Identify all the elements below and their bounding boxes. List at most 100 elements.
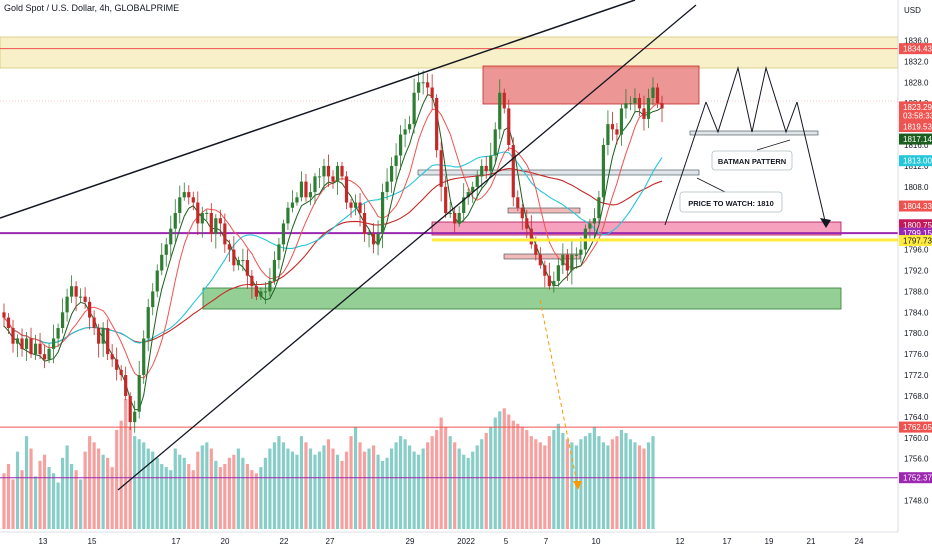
price-axis-background: [898, 0, 932, 550]
price-badge-11: 1752.37: [903, 474, 932, 483]
candle-body: [637, 97, 642, 109]
candle-body: [29, 338, 33, 355]
candle-body: [628, 103, 633, 105]
zones-layer: [0, 36, 899, 310]
candle-body: [33, 343, 38, 355]
volume-bar: [236, 448, 240, 529]
candle-body: [371, 233, 376, 245]
price-badge-bg-11: [899, 472, 932, 484]
volume-bar: [169, 470, 173, 529]
trendline-upper: [0, 0, 636, 219]
candle-body: [164, 244, 168, 255]
volume-bar: [448, 436, 452, 529]
band-lower-line: [3, 94, 663, 411]
volume-bar: [376, 454, 380, 529]
candle-body: [205, 212, 209, 214]
candle-body: [493, 129, 497, 156]
supply-zone-yellow: [0, 36, 899, 69]
candle-body: [511, 145, 515, 198]
candle-body: [498, 92, 502, 130]
volume-bar: [83, 451, 87, 529]
volume-bar: [552, 429, 556, 529]
small-box-1: [417, 169, 700, 176]
candle-body: [133, 411, 137, 423]
candle-body: [295, 197, 299, 203]
candle-body: [209, 212, 213, 234]
price-badge-bg-2: [899, 110, 932, 122]
volume-bar: [462, 454, 466, 529]
volume-bar: [263, 457, 267, 529]
time-tick-8: 5: [504, 537, 509, 546]
price-tick-19: 1760.0: [904, 434, 929, 443]
candle-body: [435, 97, 439, 151]
candle-body: [304, 181, 308, 198]
batman-callout-box: [711, 150, 793, 171]
volume-bar: [583, 436, 587, 529]
volume-bar: [70, 464, 74, 529]
volume-bar: [471, 451, 475, 529]
candle-body: [646, 97, 651, 119]
candle-body: [610, 124, 615, 130]
candle-body: [421, 82, 425, 84]
volume-bar: [633, 442, 637, 529]
price-badge-5: 1813.00: [903, 157, 932, 166]
volume-bar: [142, 442, 146, 529]
candle-body: [290, 202, 295, 208]
volume-bar: [646, 442, 651, 529]
supply-zone-red-box: [482, 65, 700, 105]
candle-body: [439, 150, 443, 187]
candle-body: [151, 291, 155, 308]
volume-bar: [214, 460, 218, 529]
candle-body: [272, 260, 277, 281]
candle-body: [660, 103, 664, 109]
candle-body: [92, 317, 96, 329]
batman-pattern-line: [705, 66, 798, 134]
volume-bar: [38, 460, 42, 529]
ma-mid-line: [3, 151, 663, 344]
volume-bar: [362, 451, 367, 529]
candle-body: [56, 328, 60, 339]
volume-bar: [232, 454, 236, 529]
candle-body: [376, 233, 380, 245]
price-tick-14: 1780.0: [904, 329, 929, 338]
candle-body: [97, 328, 101, 344]
volume-bar: [344, 451, 349, 529]
candle-body: [38, 343, 42, 355]
volume-bar: [597, 436, 601, 529]
candle-body: [565, 254, 569, 271]
candle-body: [480, 165, 484, 177]
candle-body: [191, 197, 195, 203]
projection-line-1: [664, 101, 707, 226]
candle-body: [254, 286, 258, 297]
time-tick-2: 17: [172, 537, 181, 546]
candle-body: [142, 338, 146, 376]
volume-bar: [209, 448, 213, 529]
candle-body: [335, 165, 340, 182]
currency-unit: USD: [904, 6, 921, 15]
candle-body: [574, 254, 578, 256]
candle-body: [74, 286, 78, 297]
volume-bar: [610, 439, 615, 529]
volume-bar: [507, 414, 511, 529]
candle-body: [42, 354, 47, 360]
volume-bar: [543, 445, 547, 529]
time-tick-4: 22: [280, 537, 289, 546]
candle-body: [507, 108, 511, 146]
volume-bar: [547, 436, 551, 529]
price-tick-18: 1764.0: [904, 413, 929, 422]
candle-body: [182, 192, 186, 198]
volume-bar: [24, 436, 29, 529]
candle-body: [362, 212, 367, 234]
volume-bar: [88, 436, 92, 529]
volume-bar: [92, 442, 96, 529]
volume-bar: [511, 420, 515, 529]
volume-bar: [322, 445, 326, 529]
candle-body: [236, 260, 240, 266]
candle-body: [588, 223, 592, 229]
volume-bar: [426, 442, 430, 529]
volume-bar: [290, 451, 295, 529]
volume-bar: [480, 439, 484, 529]
time-tick-5: 27: [326, 537, 335, 546]
candle-body: [88, 301, 92, 318]
